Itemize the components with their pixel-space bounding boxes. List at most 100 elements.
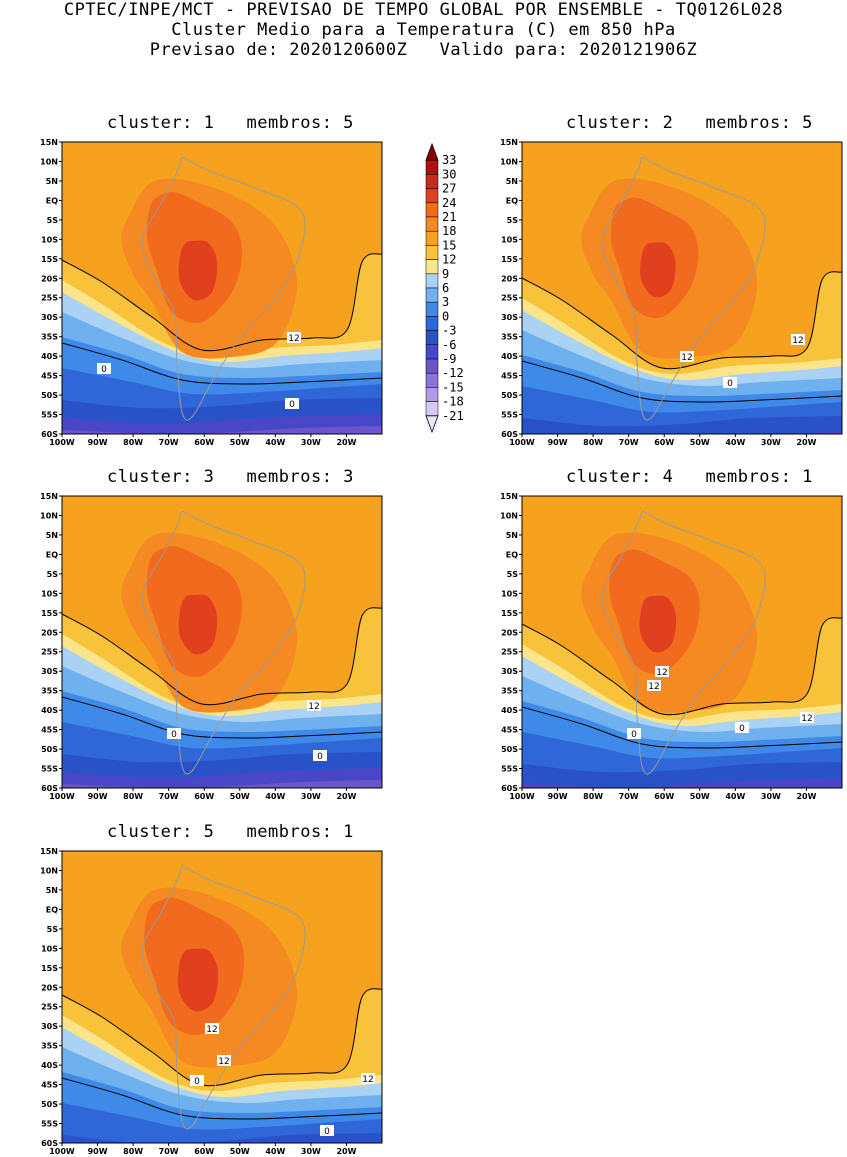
contour-label-text: 12 bbox=[792, 336, 803, 346]
lat-label: 15S bbox=[41, 255, 58, 264]
contour-line-0 bbox=[62, 696, 382, 739]
lat-label: 15S bbox=[41, 609, 58, 618]
contour-label-text: 12 bbox=[206, 1025, 217, 1035]
lat-label: 10S bbox=[501, 589, 518, 598]
lat-label: EQ bbox=[506, 196, 518, 205]
lat-label: 20S bbox=[41, 628, 58, 637]
lat-label: 40S bbox=[501, 352, 518, 361]
coastline bbox=[141, 510, 306, 775]
temperature-band bbox=[178, 240, 218, 301]
contour-label-text: 0 bbox=[289, 400, 295, 410]
contour-label: 12 bbox=[361, 1073, 375, 1085]
lon-label: 40W bbox=[725, 438, 745, 446]
lat-label: 10N bbox=[500, 157, 518, 166]
contour-label: 0 bbox=[627, 728, 641, 740]
lat-label: 55S bbox=[501, 411, 518, 420]
lat-label: 20S bbox=[501, 274, 518, 283]
lat-label: 60S bbox=[501, 784, 518, 793]
lat-label: 5N bbox=[506, 177, 518, 186]
colorbar-label: 21 bbox=[442, 210, 456, 224]
contour-label: 0 bbox=[313, 750, 327, 762]
lat-label: 5S bbox=[507, 570, 519, 579]
temperature-band bbox=[640, 242, 676, 298]
lat-label: 10N bbox=[40, 866, 58, 875]
lat-label: 15N bbox=[40, 138, 58, 147]
lat-label: 40S bbox=[41, 706, 58, 715]
lat-label: 30S bbox=[501, 667, 518, 676]
lat-label: 15S bbox=[501, 255, 518, 264]
lon-label: 60W bbox=[194, 438, 214, 446]
contour-line-0 bbox=[522, 360, 842, 403]
contour-label: 0 bbox=[285, 398, 299, 410]
lat-label: 10S bbox=[41, 589, 58, 598]
lon-label: 100W bbox=[49, 792, 75, 800]
lon-label: 60W bbox=[654, 792, 674, 800]
contour-label: 12 bbox=[647, 680, 661, 692]
map-frame bbox=[61, 495, 383, 789]
lon-label: 50W bbox=[230, 792, 250, 800]
contour-label-text: 12 bbox=[288, 334, 299, 344]
contour-label-text: 12 bbox=[681, 353, 692, 363]
contour-label-text: 0 bbox=[324, 1127, 330, 1137]
lon-label: 50W bbox=[690, 438, 710, 446]
contour-label: 12 bbox=[680, 351, 694, 363]
lat-label: 40S bbox=[41, 352, 58, 361]
coastline bbox=[141, 156, 306, 421]
temperature-band bbox=[62, 780, 382, 788]
temperature-band bbox=[522, 434, 842, 446]
lat-label: 10S bbox=[41, 944, 58, 953]
lat-label: 45S bbox=[41, 1081, 58, 1090]
contour-label-text: 12 bbox=[801, 714, 812, 724]
contour-label: 0 bbox=[97, 363, 111, 375]
lon-label: 80W bbox=[583, 792, 603, 800]
panel-title-cluster-3: cluster: 3 membros: 3 bbox=[107, 467, 354, 487]
lat-label: 45S bbox=[501, 726, 518, 735]
colorbar-label: -9 bbox=[442, 352, 456, 366]
lon-label: 30W bbox=[301, 1147, 321, 1155]
lon-label: 90W bbox=[548, 792, 568, 800]
lat-label: 60S bbox=[501, 430, 518, 439]
colorbar-label: -18 bbox=[442, 395, 464, 409]
lat-label: EQ bbox=[506, 550, 518, 559]
lon-label: 40W bbox=[725, 792, 745, 800]
lat-label: 55S bbox=[501, 765, 518, 774]
contour-label-text: 0 bbox=[171, 730, 177, 740]
lat-label: 60S bbox=[41, 784, 58, 793]
lon-label: 50W bbox=[230, 438, 250, 446]
lat-label: 30S bbox=[41, 667, 58, 676]
contour-label: 0 bbox=[320, 1125, 334, 1137]
map-panel-cluster-3: 12 0 0 15N 10N 5N EQ 5S 10S 15S 20S 25S 30S 35S 40S 45S… bbox=[40, 492, 383, 800]
contour-label-text: 0 bbox=[317, 752, 323, 762]
coastline bbox=[141, 865, 306, 1130]
lon-label: 50W bbox=[230, 1147, 250, 1155]
contour-label-text: 0 bbox=[727, 379, 733, 389]
lon-label: 100W bbox=[509, 438, 535, 446]
colorbar-swatch bbox=[425, 358, 439, 374]
contour-label-text: 0 bbox=[194, 1077, 200, 1087]
map-frame bbox=[61, 141, 383, 435]
colorbar-swatch bbox=[425, 202, 439, 218]
contour-label: 12 bbox=[205, 1023, 219, 1035]
colorbar-label: 30 bbox=[442, 167, 456, 181]
lon-label: 40W bbox=[265, 438, 285, 446]
lat-label: 25S bbox=[501, 648, 518, 657]
lat-label: 20S bbox=[41, 274, 58, 283]
lat-label: EQ bbox=[46, 905, 58, 914]
colorbar-swatch bbox=[425, 174, 439, 189]
lon-label: 30W bbox=[301, 792, 321, 800]
contour-line-12 bbox=[62, 253, 382, 352]
lat-label: 50S bbox=[501, 745, 518, 754]
lat-label: 50S bbox=[41, 391, 58, 400]
header-line-1: CPTEC/INPE/MCT - PREVISAO DE TEMPO GLOBA… bbox=[63, 0, 784, 20]
lat-label: 20S bbox=[41, 983, 58, 992]
temperature-band bbox=[62, 1103, 382, 1143]
contour-line-12 bbox=[522, 271, 842, 370]
contour-label: 0 bbox=[190, 1075, 204, 1087]
lon-label: 80W bbox=[123, 438, 143, 446]
lon-label: 30W bbox=[761, 438, 781, 446]
colorbar-swatch bbox=[425, 245, 439, 260]
colorbar-swatch bbox=[425, 230, 439, 246]
colorbar-bottom-arrow bbox=[425, 415, 439, 434]
colorbar-label: 15 bbox=[442, 238, 456, 252]
